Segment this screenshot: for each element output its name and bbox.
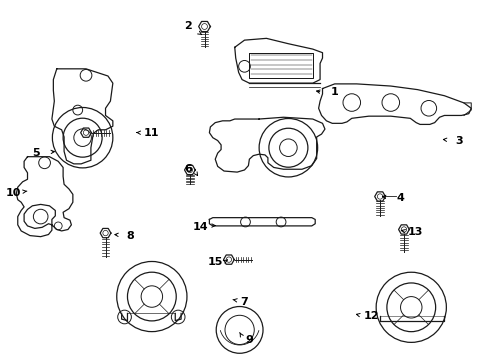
Text: 7: 7 — [240, 297, 248, 307]
Text: 1: 1 — [330, 87, 338, 97]
Text: 2: 2 — [184, 21, 192, 31]
Text: 15: 15 — [207, 257, 223, 267]
Text: 12: 12 — [363, 311, 378, 321]
Text: 9: 9 — [245, 334, 253, 345]
Text: 10: 10 — [5, 188, 20, 198]
Text: 6: 6 — [184, 164, 192, 174]
Text: 5: 5 — [32, 148, 40, 158]
Text: 11: 11 — [144, 129, 159, 138]
Text: 8: 8 — [126, 231, 134, 240]
Text: 3: 3 — [454, 136, 462, 145]
Text: 4: 4 — [396, 193, 404, 203]
Text: 14: 14 — [192, 222, 208, 231]
Text: 13: 13 — [407, 227, 422, 237]
